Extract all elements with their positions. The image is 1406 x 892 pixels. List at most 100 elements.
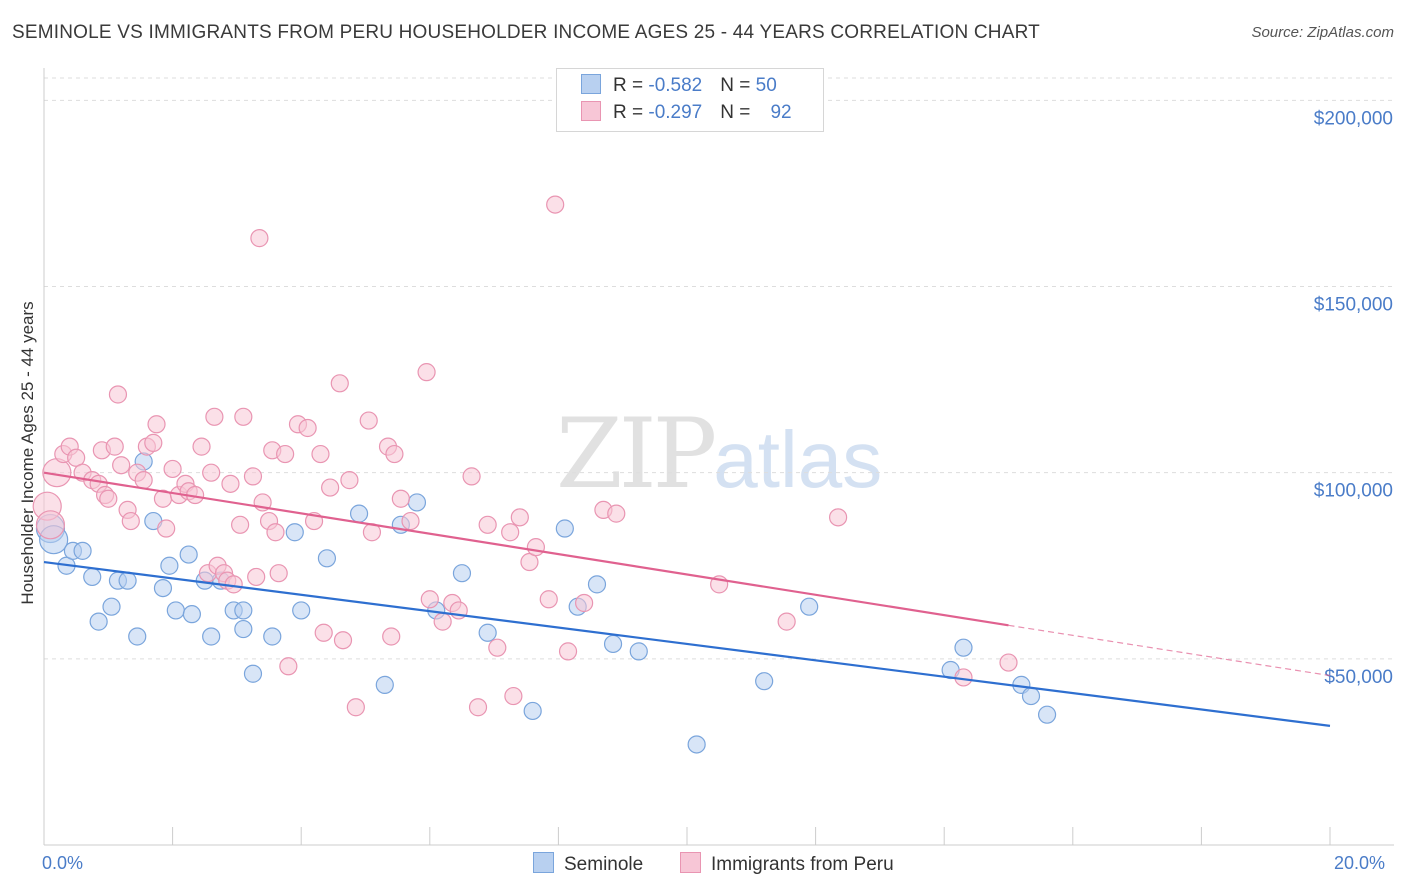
peru-point: [202, 463, 221, 482]
peru-trendline-extension: [1008, 624, 1331, 677]
seminole-legend-swatch: [533, 852, 554, 873]
seminole-point: [800, 597, 819, 616]
peru-point: [298, 418, 317, 438]
watermark-atlas: atlas: [713, 415, 883, 504]
y-tick-label: $50,000: [1324, 667, 1393, 688]
seminole-point: [234, 619, 253, 639]
seminole-legend-label: Seminole: [564, 854, 644, 875]
seminole-point: [160, 556, 179, 575]
peru-point: [999, 653, 1018, 672]
seminole-point: [83, 567, 102, 587]
peru-point: [546, 195, 565, 214]
peru-point: [279, 657, 298, 676]
peru-trendline: [43, 471, 1009, 627]
peru-point: [478, 515, 497, 534]
seminole-point: [1021, 686, 1041, 706]
peru-point: [163, 459, 182, 479]
watermark: ZIPatlas: [556, 398, 882, 510]
peru-point: [382, 627, 401, 646]
peru-point: [99, 489, 118, 508]
n-value: 50: [755, 75, 777, 96]
seminole-point: [478, 623, 497, 642]
correlation-legend: R = -0.582 N = 50 R = -0.297 N = 92: [556, 68, 824, 132]
y-tick-label: $150,000: [1314, 295, 1393, 316]
peru-point: [147, 415, 166, 434]
seminole-point: [89, 612, 108, 631]
peru-point: [340, 471, 359, 490]
seminole-point: [317, 549, 337, 568]
seminole-point: [243, 664, 263, 683]
peru-point: [333, 631, 353, 650]
peru-point: [558, 642, 578, 661]
peru-point: [526, 538, 545, 557]
peru-point: [504, 686, 523, 706]
seminole-point: [755, 672, 774, 691]
seminole-point: [375, 675, 394, 694]
peru-point: [108, 385, 128, 404]
peru-point: [607, 504, 626, 523]
y-tick-label: $100,000: [1314, 481, 1393, 502]
seminole-point: [285, 523, 304, 542]
peru-legend-label: Immigrants from Peru: [711, 854, 894, 875]
peru-point: [488, 638, 507, 657]
peru-point: [105, 437, 124, 456]
r-label: R =: [613, 75, 649, 96]
n-label: N =: [720, 102, 756, 123]
seminole-point: [102, 597, 121, 616]
seminole-point: [523, 701, 542, 721]
peru-point: [462, 467, 481, 486]
peru-point: [311, 444, 330, 464]
peru-point: [359, 411, 378, 430]
peru-point: [205, 407, 224, 426]
peru-point: [433, 612, 452, 631]
seminole-point: [128, 627, 147, 646]
peru-point: [330, 374, 349, 393]
peru-point: [391, 489, 410, 508]
seminole-point: [452, 564, 472, 583]
seminole-point: [603, 634, 623, 654]
n-value: 92: [770, 102, 792, 123]
seminole-trendline: [43, 560, 1331, 727]
x-tick-label-max: 20.0%: [1334, 853, 1386, 873]
seminole-point: [292, 601, 311, 620]
peru-point: [468, 698, 488, 717]
seminole-point: [687, 735, 706, 754]
seminole-point: [234, 601, 253, 620]
peru-point: [234, 407, 253, 426]
peru-point: [247, 567, 266, 587]
peru-point: [777, 612, 796, 631]
peru-point: [346, 698, 365, 717]
chart-title: SEMINOLE VS IMMIGRANTS FROM PERU HOUSEHO…: [12, 22, 1040, 43]
peru-point: [112, 456, 131, 475]
seminole-swatch: [581, 74, 601, 94]
peru-point: [144, 433, 163, 452]
legend-row-peru: R = -0.297 N = 92: [581, 101, 792, 127]
peru-point: [192, 437, 211, 456]
peru-legend-swatch: [680, 852, 701, 873]
seminole-point: [954, 638, 973, 657]
y-axis-title: Householder Income Ages 25 - 44 years: [18, 301, 37, 605]
bottom-legend-peru: Immigrants from Peru: [680, 852, 894, 876]
peru-point: [35, 510, 66, 540]
source-label: Source: ZipAtlas.com: [1251, 24, 1394, 41]
peru-point: [266, 523, 285, 542]
peru-point: [501, 523, 520, 542]
seminole-point: [166, 601, 185, 620]
r-value: -0.582: [648, 75, 703, 96]
peru-point: [121, 511, 140, 531]
seminole-point: [629, 642, 648, 661]
seminole-point: [555, 519, 574, 538]
seminole-point: [118, 571, 137, 590]
peru-swatch: [581, 101, 601, 121]
seminole-point: [73, 541, 92, 560]
peru-point: [417, 363, 436, 382]
peru-point: [829, 508, 848, 527]
seminole-point: [407, 493, 427, 512]
peru-point: [243, 467, 263, 486]
y-tick-label: $200,000: [1314, 108, 1393, 129]
peru-point: [539, 590, 558, 609]
peru-point: [314, 623, 333, 642]
peru-point: [385, 444, 404, 464]
peru-point: [510, 508, 529, 527]
